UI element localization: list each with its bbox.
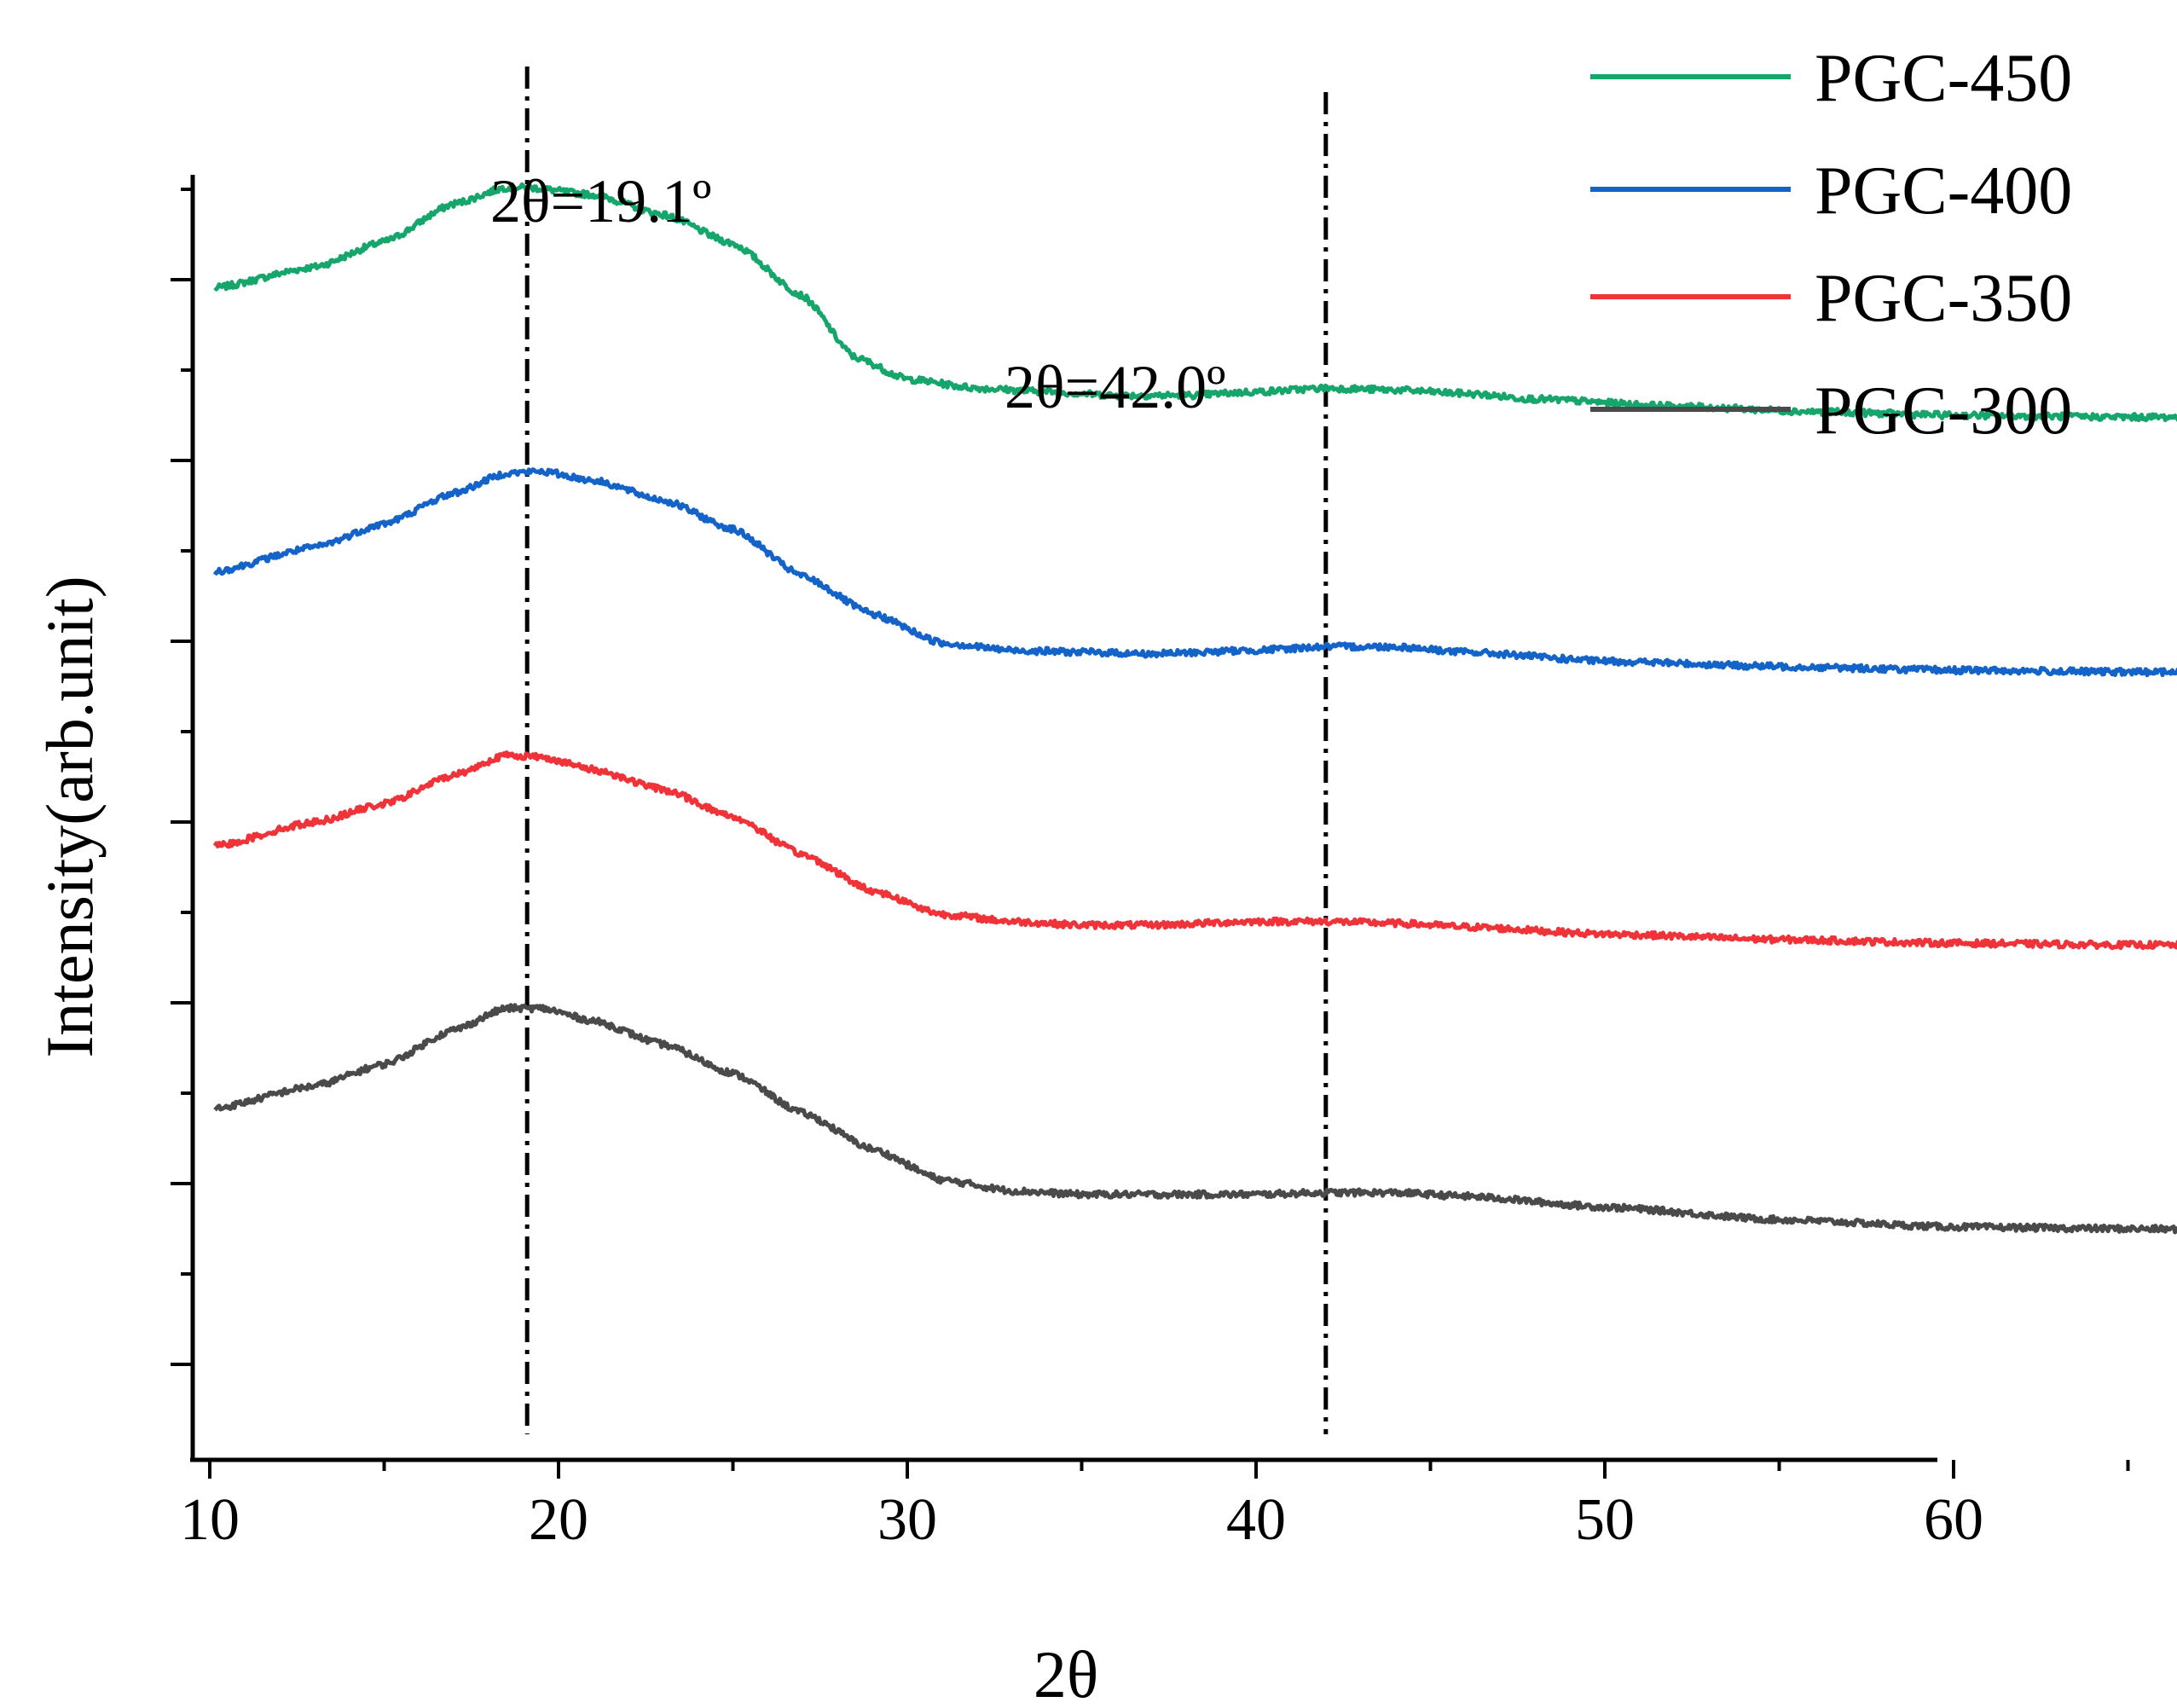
series-line-pgc-450: [213, 182, 2177, 423]
series-line-pgc-300: [213, 1003, 2177, 1235]
x-tick-label: 50: [1575, 1487, 1635, 1553]
legend-entry-pgc-400: PGC-400: [1590, 153, 2072, 229]
x-tick-label: 30: [877, 1487, 937, 1553]
legend-entry-pgc-350: PGC-350: [1590, 261, 2072, 336]
x-tick-label: 10: [180, 1487, 240, 1553]
legend-label-pgc-300: PGC-300: [1815, 373, 2072, 449]
annotation-peak-1: 2θ=19.1º: [490, 167, 711, 235]
legend-entry-pgc-450: PGC-450: [1590, 41, 2072, 116]
legend-label-pgc-450: PGC-450: [1815, 41, 2072, 116]
series-group: [212, 182, 2177, 1235]
legend-label-pgc-350: PGC-350: [1815, 261, 2072, 336]
series-line-pgc-400: [212, 467, 2177, 678]
x-tick-label: 40: [1226, 1487, 1286, 1553]
y-axis-label: Intensity(arb.unit): [32, 576, 107, 1057]
reference-lines: [524, 67, 1329, 1434]
x-ticks: 1020304050607080: [180, 1460, 2130, 1553]
x-axis-label: 2θ: [1033, 1637, 1098, 1708]
legend-entry-pgc-300: PGC-300: [1590, 373, 2072, 449]
series-line-pgc-350: [212, 750, 2177, 951]
y-ticks: [171, 188, 193, 1366]
x-tick-label: 60: [1924, 1487, 1983, 1553]
annotation-peak-2: 2θ=42.0º: [1005, 353, 1225, 421]
x-tick-label: 20: [529, 1487, 588, 1553]
legend: PGC-450 PGC-400 PGC-350 PGC-300: [1590, 41, 2072, 449]
plot-area: 1020304050607080: [171, 67, 2177, 1553]
legend-label-pgc-400: PGC-400: [1815, 153, 2072, 229]
